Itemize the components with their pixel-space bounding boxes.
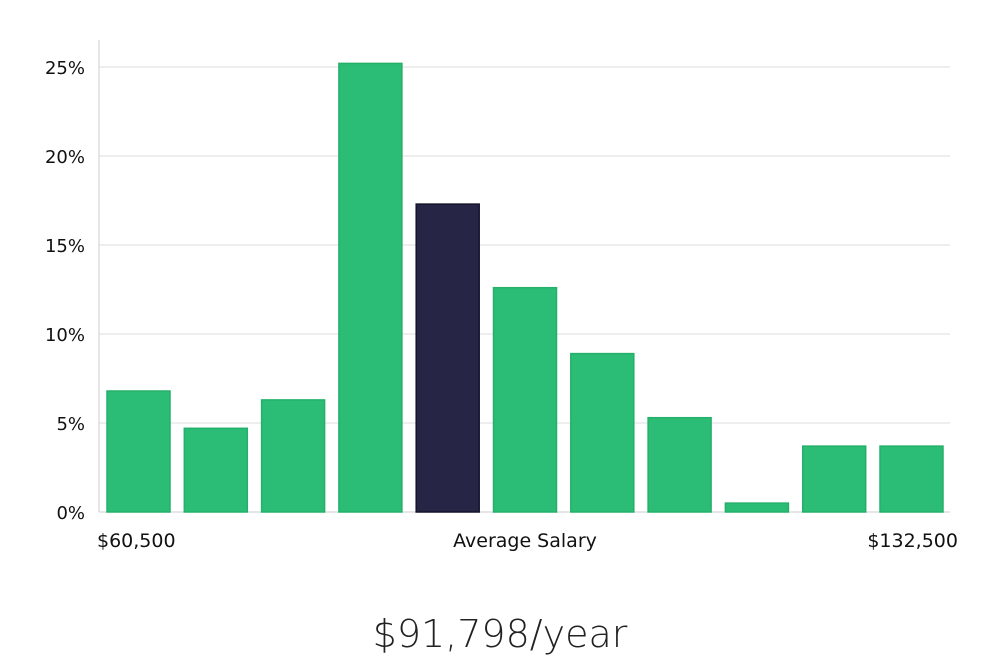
y-tick-label: 15% [45,236,85,257]
bars [106,62,944,513]
y-tick-label: 25% [45,58,85,79]
bar [492,286,558,513]
x-min-label: $60,500 [97,530,176,552]
x-max-label: $132,500 [867,530,958,552]
y-tick-label: 5% [56,414,85,435]
y-tick-label: 10% [45,325,85,346]
y-tick-labels: 0% 5% 10% 15% 20% 25% [45,58,85,524]
bar [106,390,171,513]
bar [183,427,249,513]
bar-highlighted [415,203,480,513]
average-salary-value: $91,798/year [372,612,628,656]
bar [879,445,944,513]
bar [647,416,712,513]
salary-distribution-chart: 0%5%10%15%20%25% $60,500 Average Salary … [45,40,958,552]
x-axis-title: Average Salary [453,530,597,552]
y-tick-label: 20% [45,147,85,168]
bar [338,62,403,513]
bar [801,445,867,513]
y-tick-label: 0% [56,503,85,524]
bar [724,502,790,513]
bar [570,352,635,513]
bar [260,399,326,513]
